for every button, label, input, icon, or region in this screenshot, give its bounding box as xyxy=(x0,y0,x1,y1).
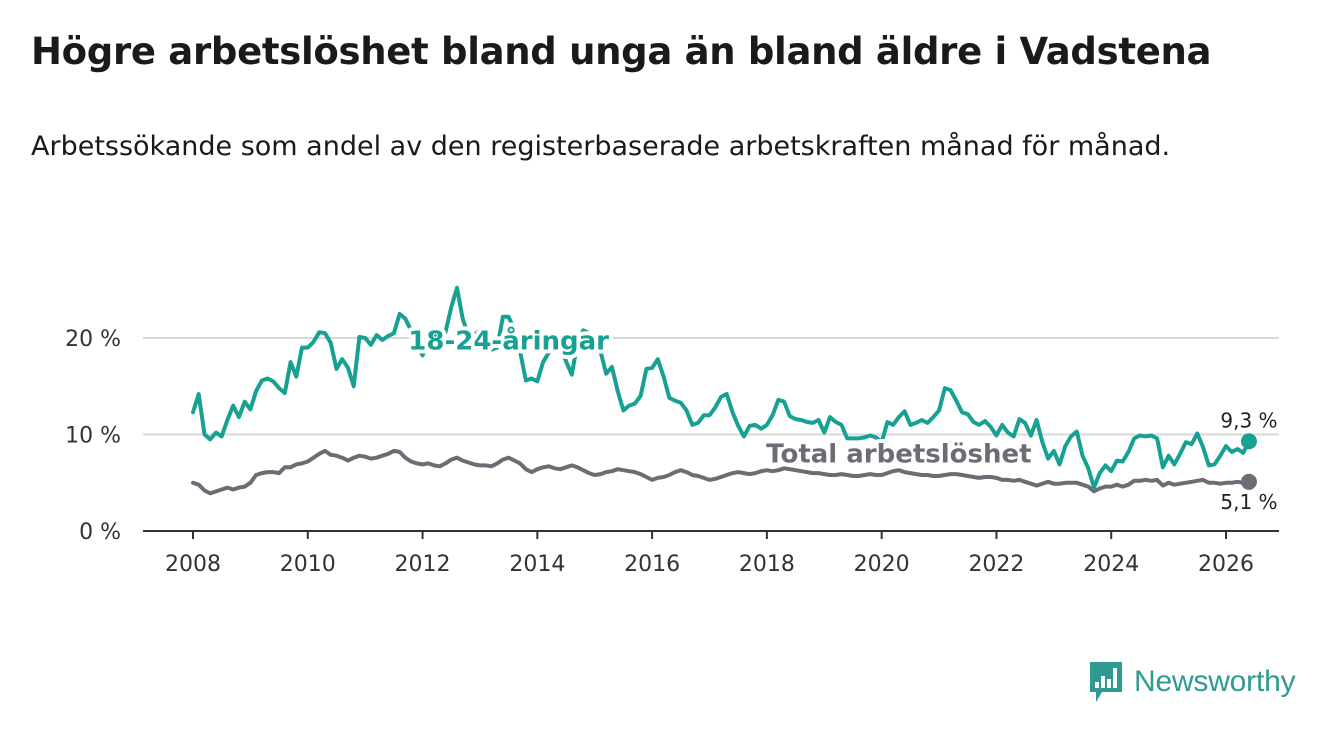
series-lines xyxy=(191,285,1257,496)
y-tick-label: 20 % xyxy=(65,327,121,352)
series-labels: 9,3 % 5,1 % 18-24-åringar Total arbetslöshe… xyxy=(404,321,1277,514)
x-tick-label: 2020 xyxy=(854,552,910,577)
x-tick-label: 2016 xyxy=(624,552,680,577)
brand-name: Newsworthy xyxy=(1134,665,1296,698)
x-tick-label: 2008 xyxy=(165,552,221,577)
end-value-label: 9,3 % xyxy=(1220,408,1277,432)
x-tick-label: 2010 xyxy=(280,552,336,577)
x-axis: 2008 2010 2012 2014 2016 2018 2020 2022 2024 2026 xyxy=(143,530,1279,577)
series-line-youth xyxy=(191,285,1251,490)
series-line-total xyxy=(191,448,1251,496)
end-point-marker xyxy=(1240,433,1257,450)
chart-title: Högre arbetslöshet bland unga än bland ä… xyxy=(31,30,1212,73)
x-tick-label: 2022 xyxy=(968,552,1024,577)
x-tick-label: 2026 xyxy=(1198,552,1254,577)
x-tick-label: 2024 xyxy=(1083,552,1139,577)
series-name-label: 18-24-åringar xyxy=(408,325,609,357)
grid-lines xyxy=(143,337,1279,436)
y-tick-label: 10 % xyxy=(65,424,121,449)
x-tick-label: 2014 xyxy=(509,552,565,577)
chart-subtitle: Arbetssökande som andel av den registerb… xyxy=(31,131,1171,162)
end-point-marker xyxy=(1240,473,1257,490)
y-tick-label: 0 % xyxy=(79,520,121,545)
bar-chart-logo-icon xyxy=(1090,662,1122,702)
x-tick-label: 2018 xyxy=(739,552,795,577)
x-tick-label: 2012 xyxy=(395,552,451,577)
series-name-label: Total arbetslöshet xyxy=(766,439,1031,469)
newsworthy-logo: Newsworthy xyxy=(1088,660,1296,704)
end-value-label: 5,1 % xyxy=(1220,490,1277,514)
y-axis: 0 % 10 % 20 % xyxy=(65,327,121,545)
